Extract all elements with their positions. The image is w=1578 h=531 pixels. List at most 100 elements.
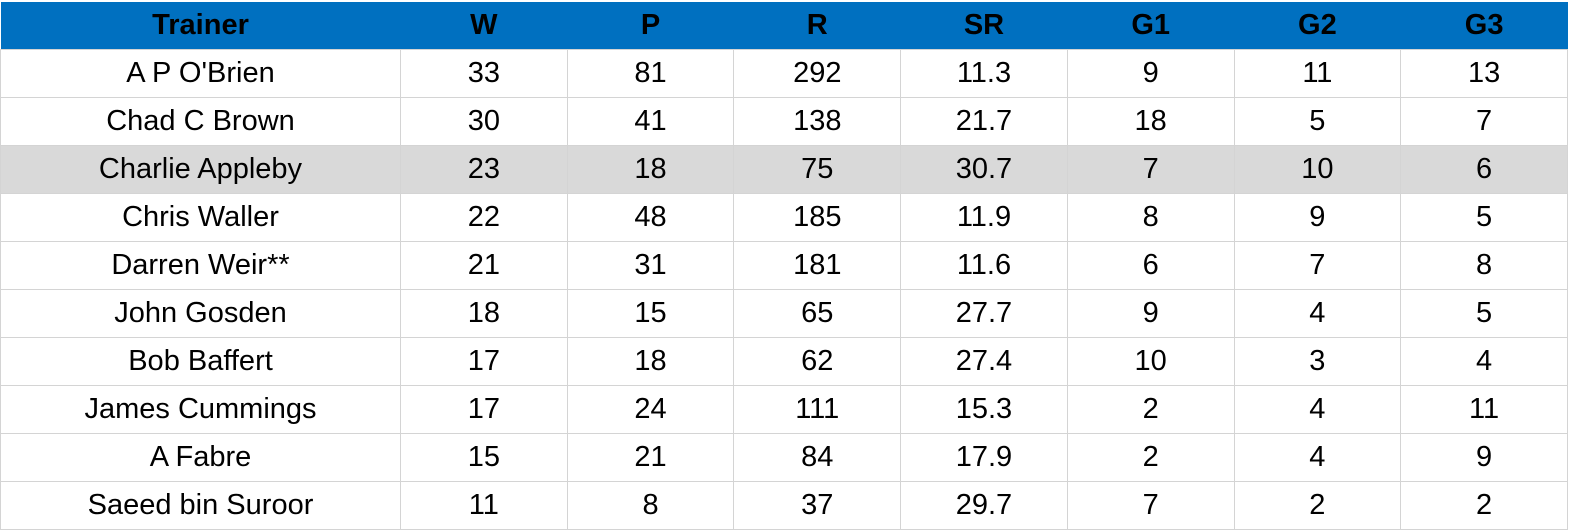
stat-cell: 23 bbox=[400, 145, 568, 194]
stat-cell: 4 bbox=[1233, 289, 1402, 338]
table-row: A P O'Brien 33 81 292 11.3 9 11 13 bbox=[0, 49, 1568, 98]
table-body: A P O'Brien 33 81 292 11.3 9 11 13 Chad C Brown 3… bbox=[0, 49, 1568, 530]
stat-cell: 17.9 bbox=[900, 433, 1068, 482]
header-cell: G1 bbox=[1067, 2, 1235, 50]
stat-cell: 62 bbox=[733, 337, 902, 386]
stat-cell: 33 bbox=[400, 49, 568, 98]
stat-cell: 27.4 bbox=[900, 337, 1068, 386]
stat-cell: 31 bbox=[566, 241, 735, 290]
stat-cell: 13 bbox=[1400, 49, 1568, 98]
stat-cell: 10 bbox=[1233, 145, 1402, 194]
stat-cell: 8 bbox=[1066, 193, 1235, 242]
header-cell: SR bbox=[900, 2, 1068, 50]
stat-cell: 185 bbox=[733, 193, 902, 242]
table-row: Darren Weir** 21 31 181 11.6 6 7 8 bbox=[0, 241, 1568, 290]
table-row: A Fabre 15 21 84 17.9 2 4 9 bbox=[0, 433, 1568, 482]
stat-cell: 15 bbox=[400, 433, 568, 482]
stat-cell: 6 bbox=[1400, 145, 1568, 194]
stat-cell: 8 bbox=[1400, 241, 1568, 290]
stat-cell: 8 bbox=[566, 481, 735, 530]
stat-cell: 11 bbox=[1400, 385, 1568, 434]
trainer-name: Charlie Appleby bbox=[0, 145, 401, 194]
stat-cell: 30 bbox=[400, 97, 568, 146]
trainer-name: Bob Baffert bbox=[0, 337, 401, 386]
table-row: Chris Waller 22 48 185 11.9 8 9 5 bbox=[0, 193, 1568, 242]
stat-cell: 21 bbox=[566, 433, 735, 482]
stat-cell: 7 bbox=[1233, 241, 1402, 290]
stat-cell: 2 bbox=[1233, 481, 1402, 530]
stat-cell: 2 bbox=[1400, 481, 1568, 530]
table-row: Chad C Brown 30 41 138 21.7 18 5 7 bbox=[0, 97, 1568, 146]
stat-cell: 7 bbox=[1400, 97, 1568, 146]
stat-cell: 81 bbox=[566, 49, 735, 98]
trainer-name: John Gosden bbox=[0, 289, 401, 338]
stat-cell: 29.7 bbox=[900, 481, 1068, 530]
stat-cell: 18 bbox=[1066, 97, 1235, 146]
trainer-name: A P O'Brien bbox=[0, 49, 401, 98]
stat-cell: 5 bbox=[1400, 289, 1568, 338]
stat-cell: 18 bbox=[400, 289, 568, 338]
stat-cell: 11.3 bbox=[900, 49, 1068, 98]
header-cell: G3 bbox=[1400, 2, 1568, 50]
stat-cell: 48 bbox=[566, 193, 735, 242]
stat-cell: 7 bbox=[1066, 145, 1235, 194]
stat-cell: 6 bbox=[1066, 241, 1235, 290]
stat-cell: 22 bbox=[400, 193, 568, 242]
stat-cell: 24 bbox=[566, 385, 735, 434]
stat-cell: 2 bbox=[1066, 385, 1235, 434]
stat-cell: 9 bbox=[1400, 433, 1568, 482]
stat-cell: 11.9 bbox=[900, 193, 1068, 242]
header-row: Trainer W P R SR G1 G2 G3 bbox=[0, 2, 1568, 50]
stat-cell: 18 bbox=[566, 145, 735, 194]
stat-cell: 292 bbox=[733, 49, 902, 98]
stat-cell: 9 bbox=[1233, 193, 1402, 242]
table-row: John Gosden 18 15 65 27.7 9 4 5 bbox=[0, 289, 1568, 338]
table-row: James Cummings 17 24 111 15.3 2 4 11 bbox=[0, 385, 1568, 434]
stat-cell: 84 bbox=[733, 433, 902, 482]
stat-cell: 15.3 bbox=[900, 385, 1068, 434]
stat-cell: 75 bbox=[733, 145, 902, 194]
trainer-name: Chris Waller bbox=[0, 193, 401, 242]
trainer-name: Saeed bin Suroor bbox=[0, 481, 401, 530]
table-row: Charlie Appleby 23 18 75 30.7 7 10 6 bbox=[0, 145, 1568, 194]
stat-cell: 11.6 bbox=[900, 241, 1068, 290]
stat-cell: 4 bbox=[1233, 385, 1402, 434]
trainer-name: Chad C Brown bbox=[0, 97, 401, 146]
table-row: Bob Baffert 17 18 62 27.4 10 3 4 bbox=[0, 337, 1568, 386]
stat-cell: 3 bbox=[1233, 337, 1402, 386]
stat-cell: 5 bbox=[1233, 97, 1402, 146]
header-cell: W bbox=[400, 2, 568, 50]
stat-cell: 4 bbox=[1400, 337, 1568, 386]
table-header: Trainer W P R SR G1 G2 G3 bbox=[0, 2, 1568, 50]
stat-cell: 18 bbox=[566, 337, 735, 386]
stat-cell: 21 bbox=[400, 241, 568, 290]
header-cell: Trainer bbox=[0, 2, 401, 50]
stat-cell: 2 bbox=[1066, 433, 1235, 482]
stat-cell: 11 bbox=[400, 481, 568, 530]
stat-cell: 138 bbox=[733, 97, 902, 146]
table-row: Saeed bin Suroor 11 8 37 29.7 7 2 2 bbox=[0, 481, 1568, 530]
stat-cell: 37 bbox=[733, 481, 902, 530]
trainer-name: James Cummings bbox=[0, 385, 401, 434]
stat-cell: 4 bbox=[1233, 433, 1402, 482]
trainer-name: A Fabre bbox=[0, 433, 401, 482]
header-cell: R bbox=[733, 2, 901, 50]
stat-cell: 111 bbox=[733, 385, 902, 434]
stat-cell: 30.7 bbox=[900, 145, 1068, 194]
header-cell: G2 bbox=[1234, 2, 1401, 50]
stat-cell: 21.7 bbox=[900, 97, 1068, 146]
stat-cell: 10 bbox=[1066, 337, 1235, 386]
stat-cell: 27.7 bbox=[900, 289, 1068, 338]
stat-cell: 15 bbox=[566, 289, 735, 338]
stat-cell: 7 bbox=[1066, 481, 1235, 530]
stat-cell: 181 bbox=[733, 241, 902, 290]
stat-cell: 9 bbox=[1066, 289, 1235, 338]
stat-cell: 17 bbox=[400, 385, 568, 434]
stat-cell: 41 bbox=[566, 97, 735, 146]
stat-cell: 65 bbox=[733, 289, 902, 338]
stat-cell: 5 bbox=[1400, 193, 1568, 242]
stat-cell: 17 bbox=[400, 337, 568, 386]
stat-cell: 11 bbox=[1233, 49, 1402, 98]
